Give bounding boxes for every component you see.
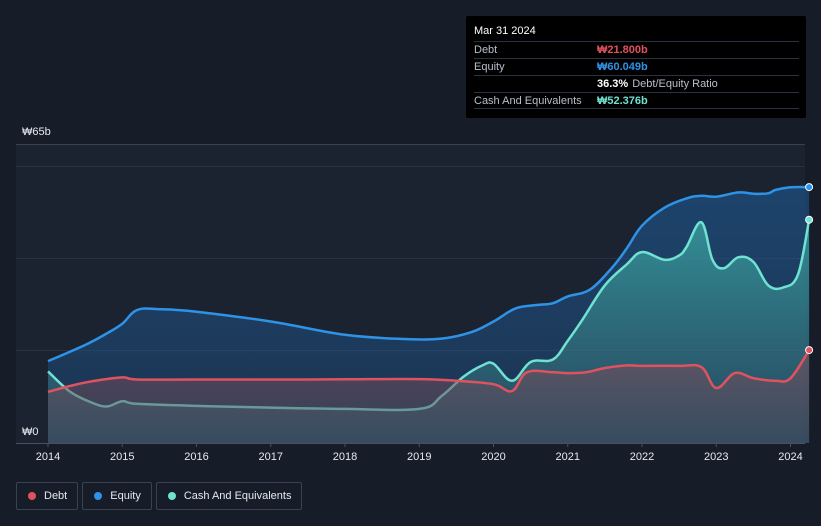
tooltip-date: Mar 31 2024 <box>474 25 536 37</box>
debt-dot-icon <box>28 492 36 500</box>
tooltip-panel: Mar 31 2024 Debt ₩21.800b Equity ₩60.049… <box>466 16 806 118</box>
tooltip-row-debt: Debt ₩21.800b <box>474 41 799 58</box>
debt-area <box>48 350 810 443</box>
y-tick-label-max: ₩65b <box>22 126 51 138</box>
series-layer <box>47 185 811 443</box>
x-tick-label-2019: 2019 <box>407 451 431 463</box>
tooltip-ratio-value: 36.3% <box>597 78 629 90</box>
legend-item-debt[interactable]: Debt <box>16 482 79 510</box>
tooltip-debt-value: ₩21.800b <box>597 44 648 56</box>
x-tick-label-2017: 2017 <box>259 451 283 463</box>
cash-end-marker <box>805 215 814 224</box>
marker-layer <box>805 183 814 355</box>
tooltip-ratio-spacer <box>474 76 597 92</box>
tooltip-row-ratio: 36.3% Debt/Equity Ratio <box>474 75 799 92</box>
x-tick-label-2015: 2015 <box>110 451 134 463</box>
tooltip-row-equity: Equity ₩60.049b <box>474 58 799 75</box>
debt-line <box>47 349 811 394</box>
x-tick-label-2021: 2021 <box>556 451 580 463</box>
tooltip-debt-label: Debt <box>474 44 498 56</box>
equity-end-marker <box>805 183 814 192</box>
y-tick-label-zero: ₩0 <box>22 426 39 438</box>
tooltip-equity-label: Equity <box>474 61 505 73</box>
x-tick-label-2016: 2016 <box>184 451 208 463</box>
x-axis: 2014 2015 2016 2017 2018 2019 2020 2021 2022 2023… <box>36 443 803 463</box>
legend-equity-label: Equity <box>110 490 141 502</box>
tooltip-equity-value: ₩60.049b <box>597 61 648 73</box>
tooltip-ratio-label: Debt/Equity Ratio <box>632 78 718 90</box>
tooltip-cash-value: ₩52.376b <box>597 95 648 107</box>
legend: Debt Equity Cash And Equivalents <box>16 482 306 510</box>
equity-dot-icon <box>94 492 103 500</box>
legend-debt-label: Debt <box>44 490 68 502</box>
x-tick-label-2022: 2022 <box>630 451 654 463</box>
cash-dot-icon <box>167 492 176 500</box>
legend-item-equity[interactable]: Equity <box>82 482 152 510</box>
x-tick-label-2023: 2023 <box>704 451 728 463</box>
tooltip-row-cash: Cash And Equivalents ₩52.376b <box>474 92 799 109</box>
x-tick-label-2020: 2020 <box>481 451 505 463</box>
debt-end-marker <box>805 346 814 355</box>
tooltip-cash-label: Cash And Equivalents <box>474 95 582 107</box>
equity-line <box>47 185 810 363</box>
x-tick-label-2024: 2024 <box>778 451 802 463</box>
legend-item-cash[interactable]: Cash And Equivalents <box>155 482 303 510</box>
x-tick-label-2014: 2014 <box>36 451 60 463</box>
legend-cash-label: Cash And Equivalents <box>183 490 292 502</box>
x-tick-label-2018: 2018 <box>333 451 357 463</box>
